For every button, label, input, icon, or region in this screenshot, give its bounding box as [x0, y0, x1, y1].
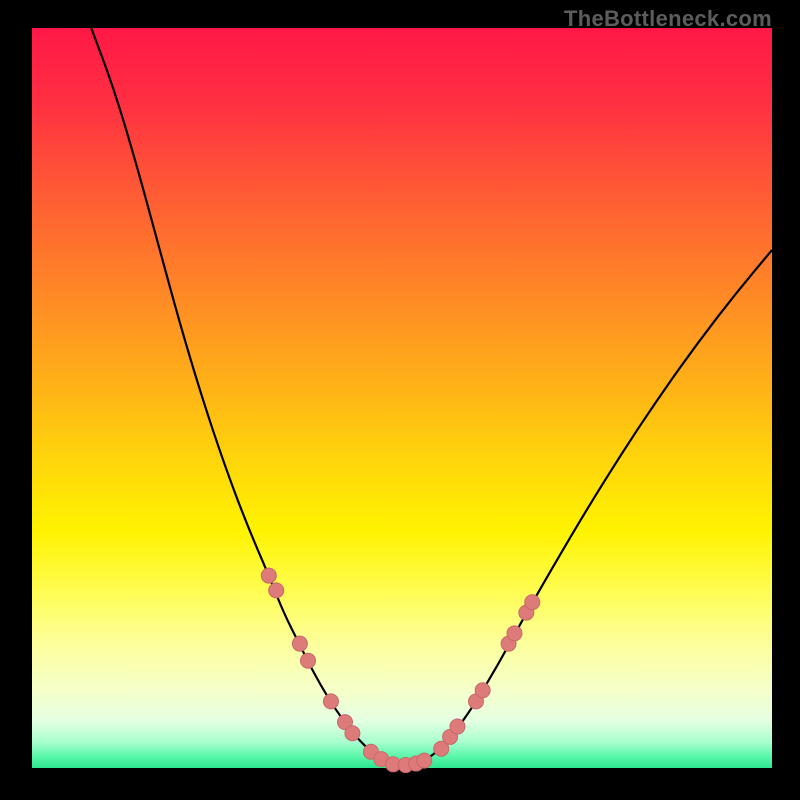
marker-point — [507, 626, 522, 641]
curve-left — [91, 28, 402, 766]
marker-group — [261, 568, 539, 772]
marker-point — [417, 753, 432, 768]
marker-point — [475, 683, 490, 698]
marker-point — [450, 719, 465, 734]
marker-point — [345, 726, 360, 741]
curve-right — [402, 250, 772, 766]
marker-point — [301, 653, 316, 668]
marker-point — [525, 595, 540, 610]
chart-svg — [32, 28, 772, 768]
marker-point — [261, 568, 276, 583]
marker-point — [269, 583, 284, 598]
marker-point — [292, 636, 307, 651]
watermark-text: TheBottleneck.com — [564, 6, 772, 32]
marker-point — [323, 694, 338, 709]
plot-area — [32, 28, 772, 768]
